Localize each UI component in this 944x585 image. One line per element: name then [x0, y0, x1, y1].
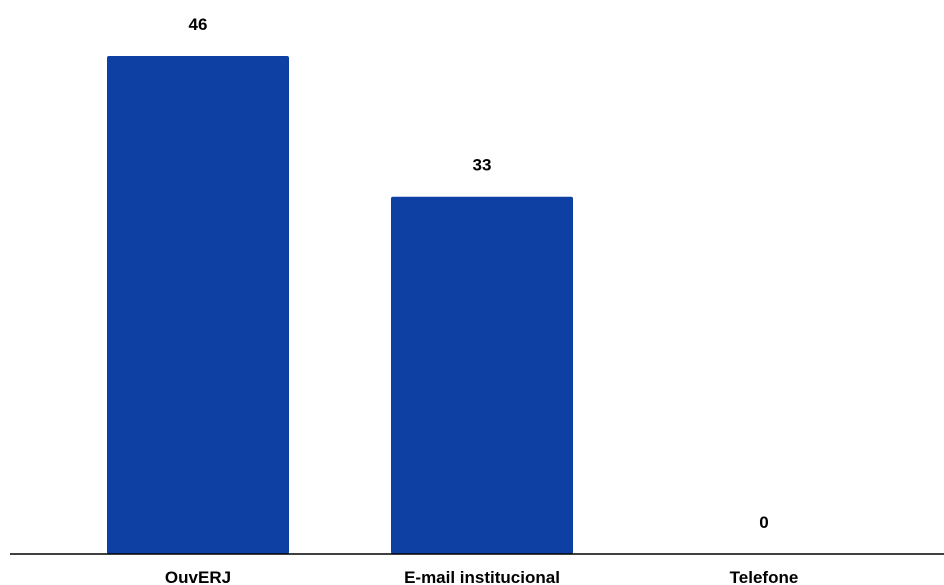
- data-label-2: 0: [759, 513, 768, 532]
- x-tick-label-0: OuvERJ: [165, 568, 231, 585]
- x-tick-labels-group: OuvERJ E-mail institucional Telefone: [165, 568, 798, 585]
- x-tick-label-2: Telefone: [730, 568, 799, 585]
- data-labels-group: 46 33 0: [189, 15, 769, 532]
- data-label-1: 33: [473, 156, 492, 175]
- bar-0: [107, 56, 289, 554]
- x-tick-label-1: E-mail institucional: [404, 568, 560, 585]
- bars-group: [107, 56, 573, 554]
- data-label-0: 46: [189, 15, 208, 34]
- bar-1: [391, 196, 573, 554]
